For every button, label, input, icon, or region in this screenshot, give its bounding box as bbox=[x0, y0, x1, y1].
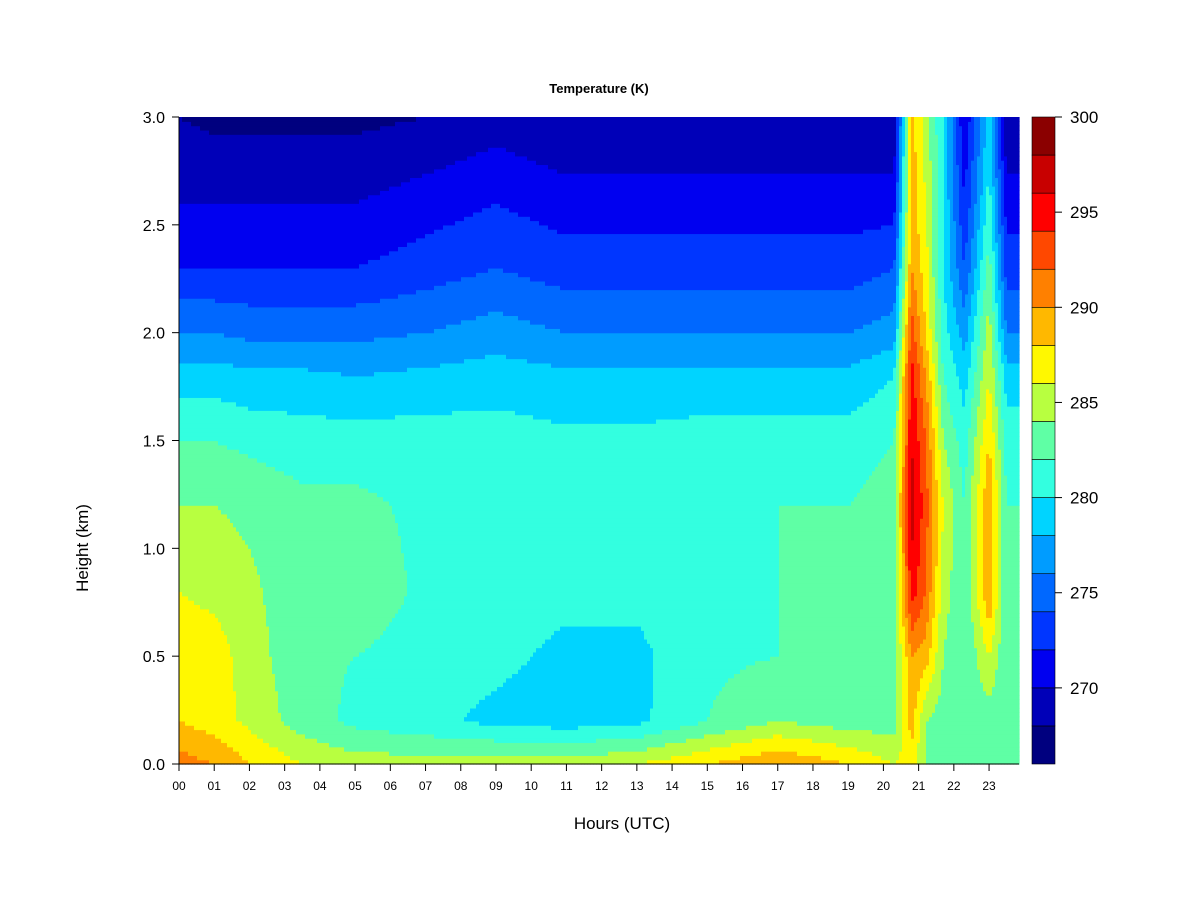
heatmap-cells bbox=[179, 117, 1020, 765]
chart-title: Temperature (K) bbox=[549, 81, 648, 96]
